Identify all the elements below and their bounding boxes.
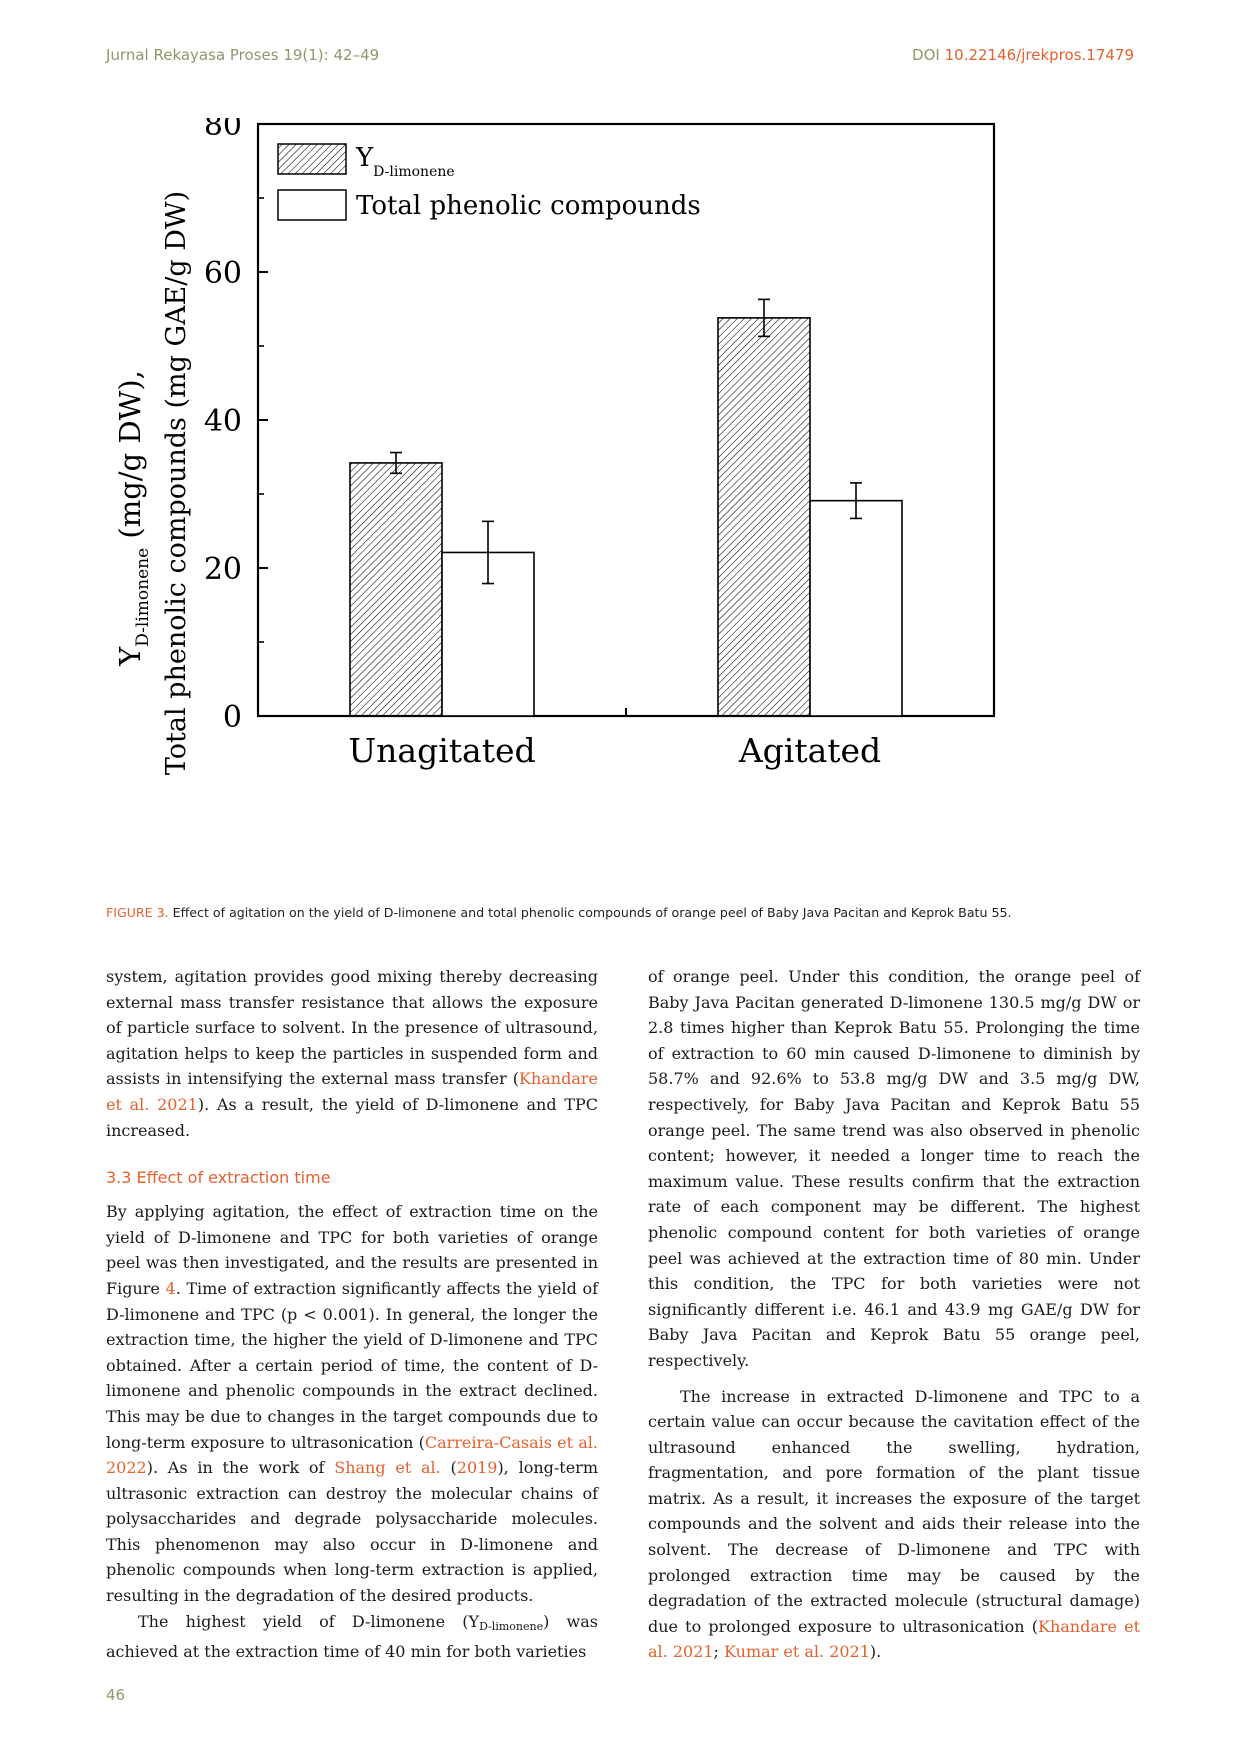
text-run: By applying agitation, the effect of ext… xyxy=(106,1202,598,1298)
doi-link[interactable]: 10.22146/jrekpros.17479 xyxy=(944,46,1134,64)
page-number: 46 xyxy=(106,1686,126,1704)
section-heading: 3.3 Effect of extraction time xyxy=(106,1168,331,1188)
paragraph: system, agitation provides good mixing t… xyxy=(106,964,598,1143)
citation-link[interactable]: Carreira-Casais et al. 2022 xyxy=(106,1432,598,1478)
y-axis-label-line1: YD-limonene (mg/g DW), xyxy=(113,370,153,667)
y-axis-label-line2: Total phenolic compounds (mg GAE/g DW) xyxy=(161,191,192,775)
citation-link[interactable]: Khandare et al. 2021 xyxy=(106,1069,598,1114)
text-run: The increase in extracted D-limonene and… xyxy=(648,1386,1140,1636)
doi-prefix: DOI xyxy=(912,46,945,64)
text-run: ). As in the work of xyxy=(146,1458,335,1478)
text-run: . Time of extraction significantly affec… xyxy=(106,1278,598,1452)
paragraph: By applying agitation, the effect of ext… xyxy=(106,1199,598,1609)
figure-3: 0 20 40 60 80 Unagitated Agitated YD-limonene … xyxy=(110,118,1130,888)
figure-label: FIGURE 3. xyxy=(106,905,169,920)
running-head: Jurnal Rekayasa Proses 19(1): 42–49 DOI … xyxy=(106,46,1134,70)
text-run: The highest yield of D-limonene (Y xyxy=(138,1611,480,1631)
y-tick-label: 20 xyxy=(204,552,242,587)
paragraph: of orange peel. Under this condition, th… xyxy=(648,967,1140,1370)
y-tick-label: 40 xyxy=(204,404,242,439)
figure-link[interactable]: 4 xyxy=(165,1278,176,1298)
legend: YD-limonene Total phenolic compounds xyxy=(277,143,701,221)
text-run: ). xyxy=(869,1642,882,1662)
bar-chart: 0 20 40 60 80 Unagitated Agitated YD-limonene … xyxy=(113,118,996,775)
text-run: ; xyxy=(713,1642,725,1662)
x-category-label: Agitated xyxy=(738,731,881,770)
right-column: of orange peel. Under this condition, th… xyxy=(648,964,1140,1665)
paragraph: The highest yield of D-limonene (YD-limo… xyxy=(106,1609,598,1665)
text-run: ). As a result, the yield of D-limonene … xyxy=(106,1094,599,1140)
caption-text: Effect of agitation on the yield of D-li… xyxy=(168,905,1012,920)
legend-swatch-hatched xyxy=(277,143,347,175)
bar-y-dlimonene xyxy=(349,462,443,717)
paragraph: The increase in extracted D-limonene and… xyxy=(648,1384,1140,1666)
y-tick-label: 60 xyxy=(204,256,242,291)
bar-y-dlimonene xyxy=(717,317,811,717)
journal-citation: Jurnal Rekayasa Proses 19(1): 42–49 xyxy=(106,46,380,64)
text-run: ), long-term ultrasonic extraction can d… xyxy=(106,1458,598,1606)
bar-total-phenolic xyxy=(809,499,903,717)
y-tick-label: 0 xyxy=(223,700,242,735)
legend-label-tpc: Total phenolic compounds xyxy=(356,191,701,221)
citation-link[interactable]: 2019 xyxy=(456,1458,498,1478)
text-run: system, agitation provides good mixing t… xyxy=(106,967,598,1089)
figure-caption: FIGURE 3. Effect of agitation on the yie… xyxy=(106,905,1136,920)
subscript: D-limonene xyxy=(479,1619,544,1633)
legend-swatch-open xyxy=(277,189,347,221)
text-run: ) was achieved at the extraction time of… xyxy=(106,1611,598,1662)
text-run: ( xyxy=(440,1458,457,1478)
y-tick-label: 80 xyxy=(204,118,242,143)
left-column: system, agitation provides good mixing t… xyxy=(106,964,598,1665)
citation-link[interactable]: Kumar et al. 2021 xyxy=(724,1642,870,1662)
doi-line: DOI 10.22146/jrekpros.17479 xyxy=(912,46,1134,64)
legend-label-y-dlimonene: YD-limonene xyxy=(355,143,455,180)
citation-link[interactable]: Shang et al. xyxy=(334,1458,441,1478)
x-category-label: Unagitated xyxy=(348,731,535,770)
citation-link[interactable]: Khandare et al. 2021 xyxy=(648,1616,1141,1662)
